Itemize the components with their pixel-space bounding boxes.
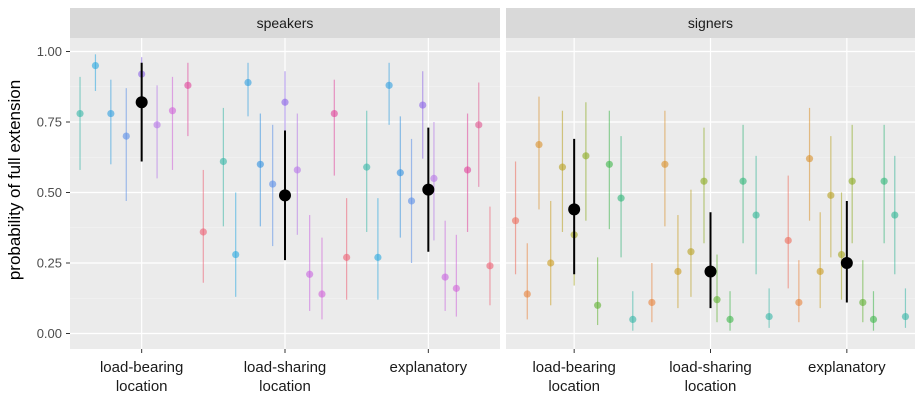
participant-point bbox=[805, 155, 814, 163]
group-0 bbox=[511, 96, 637, 331]
participant-point bbox=[475, 121, 483, 129]
y-tick-label: 1.00 bbox=[37, 44, 62, 59]
participant-point bbox=[511, 217, 520, 225]
participant-point bbox=[901, 312, 910, 321]
strip-background bbox=[506, 8, 915, 38]
participant-point bbox=[648, 298, 656, 307]
x-tick-label: explanatory bbox=[808, 359, 886, 376]
participant-point bbox=[256, 160, 264, 168]
participant-point bbox=[869, 315, 878, 323]
participant-point bbox=[363, 163, 371, 171]
participant-point bbox=[726, 315, 734, 323]
participant-point bbox=[306, 270, 314, 278]
participant-point bbox=[784, 236, 792, 245]
mean-point bbox=[840, 257, 853, 269]
participant-point bbox=[199, 228, 207, 236]
participant-point bbox=[91, 62, 100, 70]
participant-point bbox=[765, 312, 773, 321]
participant-point bbox=[891, 211, 899, 219]
panel-speakers: speakers load-bearing location load-sharing… bbox=[70, 8, 500, 393]
participant-point bbox=[318, 290, 326, 298]
x-tick-label: load-bearing location bbox=[100, 359, 183, 393]
participant-point bbox=[700, 177, 708, 185]
x-tick-label: load-bearing location bbox=[532, 359, 615, 393]
mean-point bbox=[422, 183, 435, 196]
participant-point bbox=[523, 290, 531, 298]
participant-point bbox=[617, 194, 625, 202]
group-2 bbox=[784, 107, 910, 331]
x-tick-label: load-sharing location bbox=[244, 359, 327, 393]
participant-point bbox=[629, 315, 637, 323]
participant-point bbox=[880, 177, 888, 185]
participant-point bbox=[441, 273, 449, 281]
participant-point bbox=[816, 267, 824, 276]
participant-point bbox=[269, 180, 277, 188]
strip-label: signers bbox=[688, 15, 733, 31]
participant-point bbox=[293, 166, 301, 174]
participant-point bbox=[244, 78, 252, 87]
participant-point bbox=[752, 211, 760, 219]
participant-point bbox=[76, 109, 84, 118]
x-tick-label: load-sharing location bbox=[669, 359, 752, 393]
participant-point bbox=[107, 109, 115, 118]
strip-background bbox=[70, 8, 500, 38]
participant-point bbox=[547, 259, 555, 267]
y-axis-title: probability of full extension bbox=[5, 80, 24, 280]
mean-point bbox=[704, 265, 717, 278]
participant-point bbox=[168, 107, 177, 115]
participant-point bbox=[859, 298, 867, 307]
participant-point bbox=[486, 262, 494, 270]
participant-point bbox=[184, 81, 192, 89]
mean-point bbox=[135, 96, 148, 109]
participant-point bbox=[739, 177, 747, 185]
group-1 bbox=[219, 62, 351, 320]
participant-point bbox=[396, 169, 404, 177]
participant-point bbox=[687, 248, 695, 256]
participant-point bbox=[452, 284, 460, 292]
participant-point bbox=[605, 160, 613, 168]
panel-signers: signers load-bearing location load-sharing l… bbox=[506, 8, 915, 393]
y-tick-label: 0.50 bbox=[37, 185, 62, 200]
participant-point bbox=[232, 250, 240, 259]
participant-point bbox=[281, 98, 289, 106]
y-tick-label: 0.25 bbox=[37, 256, 62, 271]
participant-point bbox=[407, 197, 416, 205]
participant-point bbox=[837, 250, 846, 259]
participant-point bbox=[674, 267, 682, 276]
participant-point bbox=[827, 191, 835, 199]
participant-point bbox=[385, 81, 393, 89]
group-1 bbox=[648, 110, 773, 331]
participant-point bbox=[535, 140, 543, 149]
group-0 bbox=[76, 54, 207, 283]
participant-point bbox=[558, 163, 567, 171]
participant-point bbox=[848, 177, 856, 185]
mean-point bbox=[568, 203, 581, 216]
participant-point bbox=[795, 298, 803, 307]
participant-point bbox=[661, 160, 669, 168]
participant-point bbox=[419, 101, 427, 109]
participant-point bbox=[594, 301, 602, 309]
participant-point bbox=[713, 296, 721, 304]
strip-label: speakers bbox=[257, 15, 314, 31]
participant-point bbox=[153, 121, 161, 129]
y-tick-label: 0.75 bbox=[37, 115, 62, 130]
participant-point bbox=[343, 253, 351, 261]
y-tick-label: 0.00 bbox=[37, 326, 62, 341]
participant-point bbox=[219, 157, 227, 166]
x-tick-label: explanatory bbox=[390, 359, 468, 376]
participant-point bbox=[330, 109, 338, 118]
group-2 bbox=[363, 62, 494, 317]
mean-point bbox=[279, 189, 291, 202]
participant-point bbox=[374, 253, 382, 261]
participant-point bbox=[582, 152, 590, 160]
facet-panels: 0.00 0.25 0.50 0.75 1.00 speakers load-bearing… bbox=[37, 8, 915, 393]
participant-point bbox=[430, 174, 438, 182]
participant-point bbox=[122, 132, 130, 140]
participant-point bbox=[463, 166, 472, 174]
